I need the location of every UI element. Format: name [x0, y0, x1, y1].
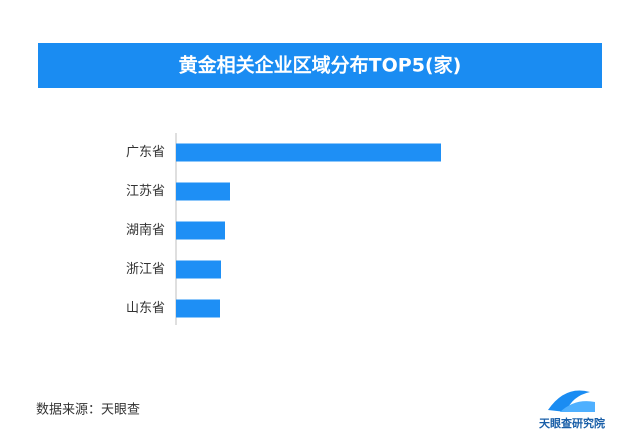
bar — [176, 221, 225, 240]
bar — [176, 260, 221, 279]
title-bar — [38, 43, 602, 88]
source: 数据来源：天眼查 — [36, 403, 140, 418]
chart-title: 黄金相关企业区域分布TOP5(家) — [179, 54, 462, 77]
bar — [176, 182, 230, 201]
logo: 天眼查研究院 — [539, 390, 605, 430]
bar — [176, 299, 220, 318]
y-tick-label: 江苏省 — [126, 183, 165, 199]
logo-text: 天眼查研究院 — [539, 416, 605, 430]
logo-shape — [548, 390, 590, 412]
y-tick-label: 广东省 — [126, 145, 165, 160]
y-tick-label: 浙江省 — [126, 262, 165, 277]
y-tick-label: 湖南省 — [126, 222, 165, 238]
logo-shape — [560, 401, 595, 412]
bar — [176, 143, 441, 162]
y-tick-label: 山东省 — [126, 301, 165, 316]
